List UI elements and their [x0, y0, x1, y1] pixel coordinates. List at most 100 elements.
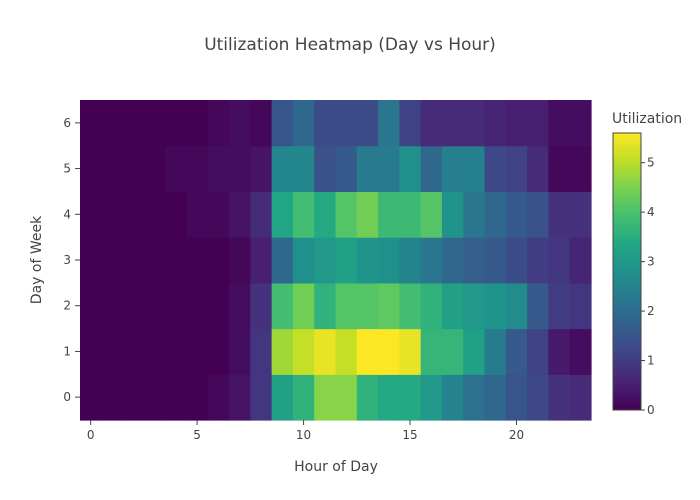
y-tick-label: 3: [63, 253, 71, 267]
heatmap-cell: [314, 237, 337, 284]
heatmap-cell: [186, 191, 209, 238]
heatmap-cell: [122, 328, 145, 375]
heatmap-cell: [165, 374, 188, 421]
heatmap-cell: [207, 100, 230, 147]
heatmap-cell: [527, 100, 550, 147]
heatmap-cell: [207, 237, 230, 284]
heatmap-cell: [229, 145, 251, 193]
heatmap-cell: [314, 191, 337, 238]
heatmap-cell: [271, 237, 294, 284]
heatmap-cell: [292, 282, 315, 330]
heatmap-cell: [143, 100, 166, 147]
heatmap-cell: [165, 191, 188, 238]
heatmap-cell: [505, 237, 528, 284]
heatmap-cell: [356, 328, 379, 375]
heatmap-cell: [229, 328, 251, 375]
heatmap-cell: [463, 374, 486, 421]
heatmap-cell: [399, 191, 422, 238]
heatmap-cell: [420, 237, 443, 284]
heatmap-cell: [378, 328, 400, 375]
heatmap-cell: [441, 282, 464, 330]
colorbar-tick-label: 2: [647, 304, 655, 318]
x-tick-label: 0: [87, 428, 95, 442]
heatmap-cell: [527, 145, 550, 193]
heatmap-cell: [165, 328, 188, 375]
heatmap-cell: [80, 237, 102, 284]
heatmap-cell: [569, 328, 592, 375]
heatmap-cell: [569, 282, 592, 330]
heatmap-cell: [399, 282, 422, 330]
heatmap-cell: [271, 145, 294, 193]
heatmap-cell: [441, 191, 464, 238]
heatmap-cell: [484, 100, 507, 147]
heatmap-cell: [548, 237, 571, 284]
heatmap-cell: [378, 191, 400, 238]
heatmap-cell: [463, 145, 486, 193]
heatmap-cell: [356, 191, 379, 238]
heatmap-cell: [207, 191, 230, 238]
heatmap-cell: [143, 328, 166, 375]
heatmap-cell: [335, 191, 358, 238]
heatmap-cell: [378, 374, 400, 421]
heatmap-cell: [548, 100, 571, 147]
heatmap-cell: [420, 145, 443, 193]
heatmap-cell: [420, 282, 443, 330]
heatmap-cell: [314, 282, 337, 330]
heatmap-cell: [80, 191, 102, 238]
heatmap-cell: [143, 237, 166, 284]
heatmap-cells: [80, 100, 592, 421]
heatmap-cell: [229, 191, 251, 238]
y-tick-label: 0: [63, 390, 71, 404]
heatmap-cell: [165, 145, 188, 193]
heatmap-cell: [292, 328, 315, 375]
x-axis-label: Hour of Day: [294, 459, 378, 475]
heatmap-cell: [122, 145, 145, 193]
heatmap-cell: [569, 237, 592, 284]
heatmap-cell: [143, 374, 166, 421]
heatmap-cell: [399, 145, 422, 193]
heatmap-cell: [569, 145, 592, 193]
heatmap-cell: [165, 282, 188, 330]
y-tick-label: 4: [63, 207, 71, 221]
heatmap-cell: [484, 328, 507, 375]
heatmap-cell: [569, 191, 592, 238]
colorbar-ticks: 0 1 2 3 4 5: [641, 156, 655, 417]
heatmap-cell: [122, 282, 145, 330]
heatmap-cell: [527, 282, 550, 330]
heatmap-cell: [335, 100, 358, 147]
colorbar-tick-label: 5: [647, 156, 655, 170]
heatmap-cell: [250, 100, 273, 147]
heatmap-cell: [356, 145, 379, 193]
y-tick-label: 6: [63, 116, 71, 130]
heatmap-cell: [420, 100, 443, 147]
heatmap-cell: [229, 282, 251, 330]
heatmap-cell: [569, 100, 592, 147]
heatmap-cell: [186, 237, 209, 284]
heatmap-cell: [505, 191, 528, 238]
heatmap-cell: [527, 237, 550, 284]
heatmap-cell: [420, 191, 443, 238]
colorbar-tick-label: 3: [647, 255, 655, 269]
heatmap-cell: [250, 374, 273, 421]
heatmap-cell: [463, 237, 486, 284]
heatmap-cell: [335, 328, 358, 375]
heatmap-cell: [292, 374, 315, 421]
heatmap-cell: [292, 191, 315, 238]
heatmap-cell: [143, 191, 166, 238]
heatmap-cell: [101, 328, 124, 375]
heatmap-cell: [122, 100, 145, 147]
heatmap-cell: [335, 374, 358, 421]
heatmap-cell: [122, 374, 145, 421]
heatmap-cell: [271, 374, 294, 421]
heatmap-cell: [80, 145, 102, 193]
heatmap-cell: [229, 374, 251, 421]
heatmap-cell: [335, 282, 358, 330]
chart-title: Utilization Heatmap (Day vs Hour): [204, 35, 496, 55]
heatmap-cell: [207, 374, 230, 421]
heatmap-cell: [186, 100, 209, 147]
heatmap-cell: [420, 328, 443, 375]
heatmap-cell: [271, 191, 294, 238]
heatmap-cell: [143, 282, 166, 330]
heatmap-cell: [420, 374, 443, 421]
heatmap-cell: [101, 374, 124, 421]
